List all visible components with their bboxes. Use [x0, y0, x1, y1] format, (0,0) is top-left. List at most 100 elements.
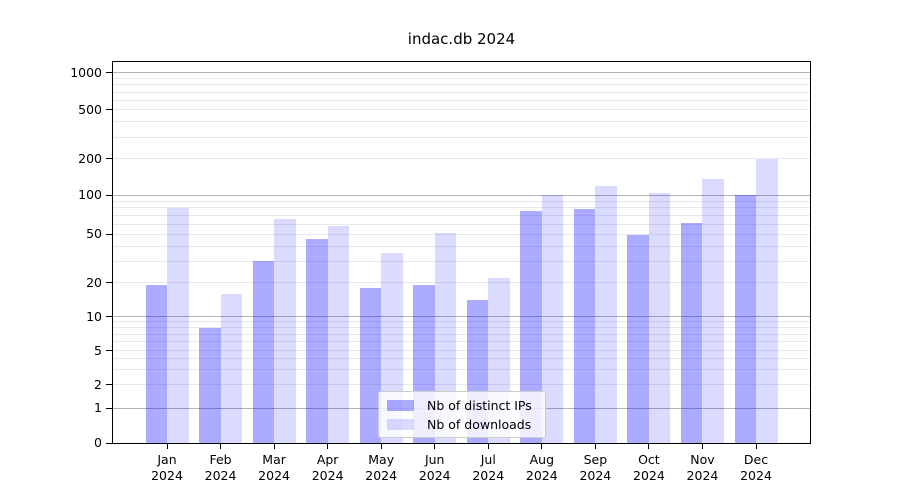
bar-oct-downloads [648, 192, 671, 443]
bar-jun-downloads [434, 233, 457, 443]
gridline-minor-900 [113, 78, 810, 80]
gridline-minor-80 [113, 207, 810, 209]
y-tick-label-2: 2 [94, 376, 102, 392]
bar-aug-downloads [541, 195, 564, 443]
y-tick-5 [106, 350, 112, 352]
bar-apr-ips [306, 238, 328, 443]
x-tick-jul [487, 444, 489, 449]
y-tick-label-10: 10 [86, 308, 102, 324]
gridline-minor-60 [113, 223, 810, 225]
x-tick-nov [701, 444, 703, 449]
gridline-minor-6 [113, 341, 810, 343]
x-tick-aug [541, 444, 543, 449]
y-tick-1 [106, 407, 112, 409]
y-tick-100 [106, 194, 112, 196]
bar-nov-ips [680, 223, 703, 443]
y-tick-50 [106, 233, 112, 235]
bar-sep-downloads [595, 185, 617, 443]
gridline-minor-4 [113, 358, 810, 360]
bar-jan-downloads [167, 207, 189, 443]
y-tick-500 [106, 109, 112, 111]
gridline-minor-500 [113, 109, 810, 111]
x-tick-label-dec: Dec 2024 [740, 452, 772, 483]
legend-item-downloads: Nb of downloads [379, 415, 545, 434]
y-tick-label-1000: 1000 [70, 64, 102, 80]
x-tick-label-oct: Oct 2024 [633, 452, 665, 483]
y-tick-label-200: 200 [78, 150, 102, 166]
legend-item-distinct-ips: Nb of distinct IPs [379, 396, 545, 415]
legend-swatch-distinct-ips [387, 400, 414, 411]
x-tick-sep [594, 444, 596, 449]
bar-sep-ips [573, 209, 596, 443]
gridline-minor-3 [113, 369, 810, 371]
y-tick-label-20: 20 [86, 274, 102, 290]
bar-aug-ips [520, 211, 542, 443]
x-tick-feb [220, 444, 222, 449]
bar-oct-ips [627, 235, 649, 443]
bar-mar-downloads [274, 219, 296, 443]
y-tick-label-50: 50 [86, 226, 102, 242]
gridline-minor-5 [113, 350, 810, 352]
y-tick-1000 [106, 72, 112, 74]
x-tick-jun [434, 444, 436, 449]
y-tick-0 [106, 442, 112, 444]
gridline-major-10 [113, 316, 810, 318]
gridline-minor-70 [113, 214, 810, 216]
bar-dec-downloads [756, 158, 778, 443]
bar-nov-downloads [702, 179, 724, 443]
gridline-minor-800 [113, 84, 810, 86]
legend-label-distinct-ips: Nb of distinct IPs [427, 398, 532, 413]
x-tick-label-jan: Jan 2024 [151, 452, 183, 483]
x-tick-dec [755, 444, 757, 449]
y-tick-label-5: 5 [94, 342, 102, 358]
gridline-major-1000 [113, 72, 810, 74]
gridline-minor-600 [113, 99, 810, 101]
x-tick-mar [273, 444, 275, 449]
gridline-minor-8 [113, 327, 810, 329]
gridline-minor-200 [113, 158, 810, 160]
legend-swatch-downloads [387, 419, 414, 430]
bar-may-ips [359, 287, 382, 443]
x-tick-label-may: May 2024 [365, 452, 398, 483]
x-tick-label-aug: Aug 2024 [525, 452, 558, 483]
plot-area [112, 61, 811, 444]
y-tick-label-100: 100 [78, 187, 102, 203]
y-tick-label-1: 1 [94, 400, 102, 416]
gridline-minor-7 [113, 333, 810, 335]
gridline-minor-9 [113, 321, 810, 323]
x-tick-jan [166, 444, 168, 449]
x-tick-oct [648, 444, 650, 449]
x-tick-apr [327, 444, 329, 449]
x-tick-label-jul: Jul 2024 [472, 452, 505, 483]
x-tick-label-apr: Apr 2024 [311, 452, 344, 483]
y-tick-2 [106, 384, 112, 386]
gridline-minor-90 [113, 200, 810, 202]
x-tick-label-jun: Jun 2024 [418, 452, 451, 483]
chart-title: indac.db 2024 [407, 30, 516, 48]
gridline-major-100 [113, 194, 810, 196]
gridline-minor-50 [113, 233, 810, 235]
bar-feb-downloads [220, 293, 243, 443]
y-tick-20 [106, 282, 112, 284]
gridline-minor-300 [113, 136, 810, 138]
bar-dec-ips [734, 195, 756, 443]
gridline-minor-2 [113, 384, 810, 386]
y-tick-10 [106, 316, 112, 318]
x-tick-label-nov: Nov 2024 [686, 452, 719, 483]
legend: Nb of distinct IPs Nb of downloads [378, 391, 546, 438]
y-tick-label-500: 500 [78, 101, 102, 117]
gridline-minor-40 [113, 245, 810, 247]
legend-label-downloads: Nb of downloads [427, 417, 532, 432]
x-tick-may [380, 444, 382, 449]
x-tick-label-sep: Sep 2024 [579, 452, 612, 483]
x-tick-label-mar: Mar 2024 [258, 452, 290, 483]
x-tick-label-feb: Feb 2024 [204, 452, 237, 483]
bar-mar-ips [252, 261, 275, 443]
gridline-minor-20 [113, 282, 810, 284]
gridline-minor-400 [113, 121, 810, 123]
gridline-minor-30 [113, 260, 810, 262]
bar-feb-ips [199, 327, 221, 443]
y-tick-label-0: 0 [94, 435, 102, 450]
gridline-minor-700 [113, 91, 810, 93]
